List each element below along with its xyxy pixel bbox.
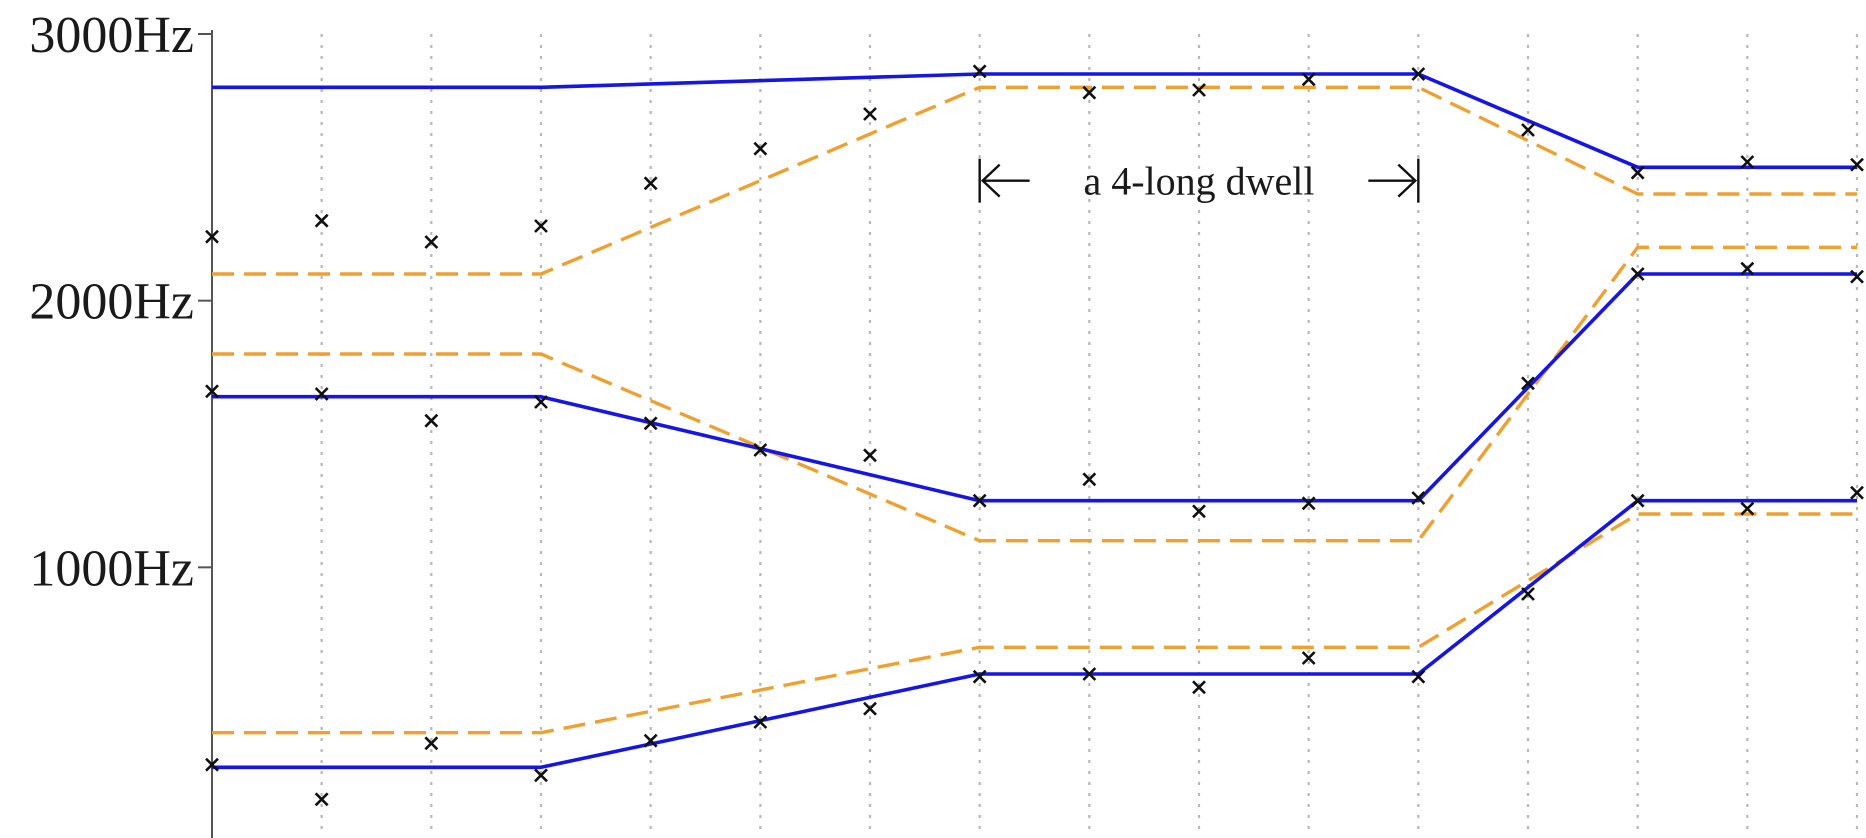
observation-marker	[1740, 155, 1755, 169]
observation-marker	[1521, 123, 1535, 137]
observation-marker	[1301, 496, 1316, 511]
observation-marker	[424, 235, 439, 249]
observation-marker	[1850, 157, 1864, 172]
observation-marker	[424, 736, 439, 751]
solid-series-line	[212, 498, 1857, 770]
observation-marker	[1192, 680, 1206, 695]
observation-marker	[972, 64, 987, 79]
observation-marker	[1850, 269, 1864, 284]
dashed-series-line	[212, 512, 1857, 735]
observation-marker	[314, 387, 329, 401]
observation-marker	[534, 219, 548, 233]
observation-marker	[1630, 267, 1645, 281]
observation-marker	[205, 384, 219, 399]
observation-marker	[1411, 669, 1426, 684]
observation-marker	[972, 493, 987, 508]
observation-marker	[1301, 72, 1316, 87]
observation-markers	[205, 64, 1864, 807]
observation-marker	[205, 757, 219, 772]
observation-marker	[1630, 493, 1645, 508]
observation-marker	[1740, 501, 1755, 516]
observation-marker	[534, 395, 548, 409]
dwell-annotation: a 4-long dwell	[978, 158, 1420, 204]
observation-marker	[863, 107, 877, 121]
dashed-series-group	[212, 85, 1857, 735]
observation-marker	[314, 792, 329, 807]
observation-marker	[1082, 472, 1097, 487]
observation-marker	[1630, 165, 1645, 180]
observation-marker	[205, 229, 219, 244]
observation-marker	[314, 213, 329, 228]
observation-marker	[643, 176, 658, 191]
observation-marker	[1411, 491, 1426, 505]
dwell-right-arrowhead	[1397, 163, 1418, 198]
observation-marker	[534, 768, 548, 783]
observation-marker	[1192, 504, 1206, 519]
solid-series-group	[212, 72, 1857, 770]
y-tick-label: 2000Hz	[29, 274, 194, 331]
observation-marker	[1301, 651, 1316, 665]
y-tick-label: 3000Hz	[29, 7, 194, 64]
dwell-annotation-label: a 4-long dwell	[1083, 159, 1314, 204]
y-axis: 1000Hz 2000Hz 3000Hz	[29, 7, 213, 838]
solid-series-line	[212, 272, 1857, 503]
dwell-left-arrowhead	[980, 163, 1001, 198]
observation-marker	[1521, 376, 1535, 391]
observation-marker	[1082, 85, 1097, 100]
observation-marker	[972, 669, 987, 684]
observation-marker	[643, 416, 658, 431]
observation-marker	[863, 701, 877, 716]
y-tick-label: 1000Hz	[29, 540, 194, 597]
dashed-series-line	[212, 245, 1857, 543]
observation-marker	[753, 443, 768, 457]
observation-marker	[1192, 83, 1206, 97]
observation-marker	[643, 733, 658, 748]
observation-marker	[1740, 261, 1755, 276]
dashed-series-line	[212, 85, 1857, 276]
observation-marker	[1411, 67, 1426, 81]
observation-marker	[1521, 587, 1535, 601]
observation-marker	[424, 413, 439, 428]
observation-marker	[753, 141, 768, 156]
solid-series-line	[212, 72, 1857, 170]
grid-lines	[320, 34, 1859, 834]
observation-marker	[753, 715, 768, 729]
observation-marker	[1082, 667, 1097, 681]
observation-marker	[1850, 485, 1864, 500]
observation-marker	[863, 448, 877, 463]
